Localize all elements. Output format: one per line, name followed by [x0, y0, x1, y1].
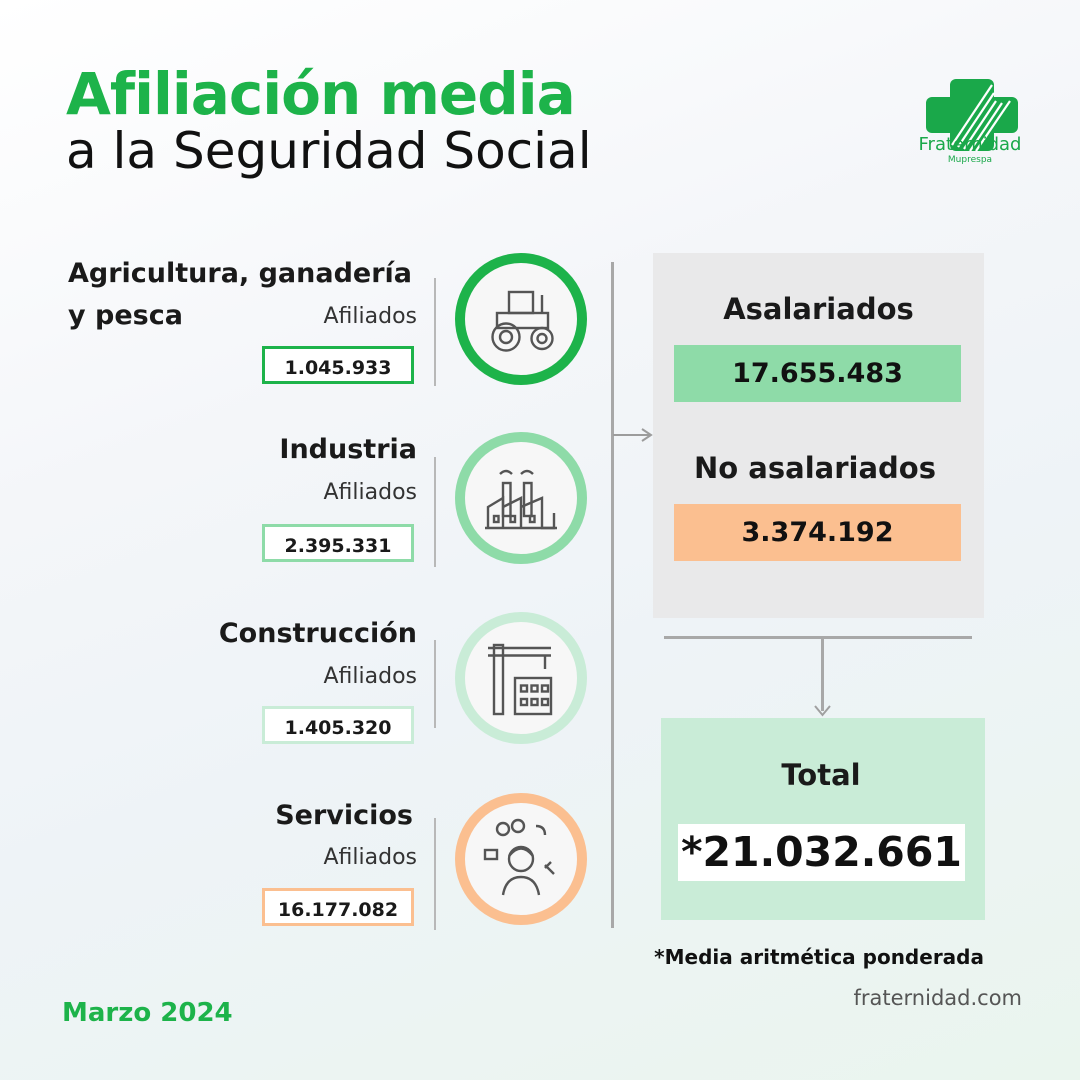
sector-servicios-value: 16.177.082: [262, 888, 414, 926]
tractor-icon: [455, 253, 587, 385]
page-subtitle: a la Seguridad Social: [66, 122, 592, 180]
sector-divider: [434, 457, 436, 567]
main-divider-line: [611, 262, 614, 928]
arrow-down-icon: [814, 705, 831, 717]
total-panel: [661, 718, 985, 920]
total-value: *21.032.661: [678, 824, 965, 881]
logo-subname: Muprespa: [947, 155, 993, 165]
right-arrow-line: [613, 434, 651, 436]
sector-agricultura-name: Agricultura, ganadería: [68, 258, 413, 289]
no-asalariados-label: No asalariados: [694, 451, 936, 485]
footnote: *Media aritmética ponderada: [654, 945, 984, 969]
sector-servicios-name: Servicios: [275, 800, 413, 831]
page-title: Afiliación media: [66, 60, 576, 128]
logo-name: Fraternidad: [918, 134, 1022, 155]
website-link[interactable]: fraternidad.com: [853, 986, 1022, 1010]
sector-construccion-label: Afiliados: [323, 664, 418, 689]
factory-icon: [455, 432, 587, 564]
sector-divider: [434, 278, 436, 386]
date-label: Marzo 2024: [62, 998, 233, 1028]
sector-servicios-label: Afiliados: [323, 845, 418, 870]
sector-industria-value: 2.395.331: [262, 524, 414, 562]
connector-vertical-line: [821, 637, 824, 711]
sector-industria-label: Afiliados: [323, 480, 418, 505]
sector-divider: [434, 818, 436, 930]
connector-horizontal-line: [664, 636, 972, 639]
sector-agricultura-name-line2: y pesca: [68, 300, 183, 331]
total-label: Total: [781, 758, 861, 792]
crane-icon: [455, 612, 587, 744]
arrow-right-icon: [641, 428, 653, 442]
sector-agricultura-label: Afiliados: [323, 304, 418, 329]
customer-service-icon: [455, 793, 587, 925]
fraternidad-logo-icon: [926, 79, 1018, 152]
sector-divider: [434, 640, 436, 728]
asalariados-value: 17.655.483: [674, 345, 961, 402]
sector-construccion-name: Construcción: [218, 618, 417, 649]
asalariados-label: Asalariados: [723, 292, 914, 326]
sector-agricultura-value: 1.045.933: [262, 346, 414, 384]
sector-construccion-value: 1.405.320: [262, 706, 414, 744]
sector-industria-name: Industria: [279, 434, 417, 465]
no-asalariados-value: 3.374.192: [674, 504, 961, 561]
